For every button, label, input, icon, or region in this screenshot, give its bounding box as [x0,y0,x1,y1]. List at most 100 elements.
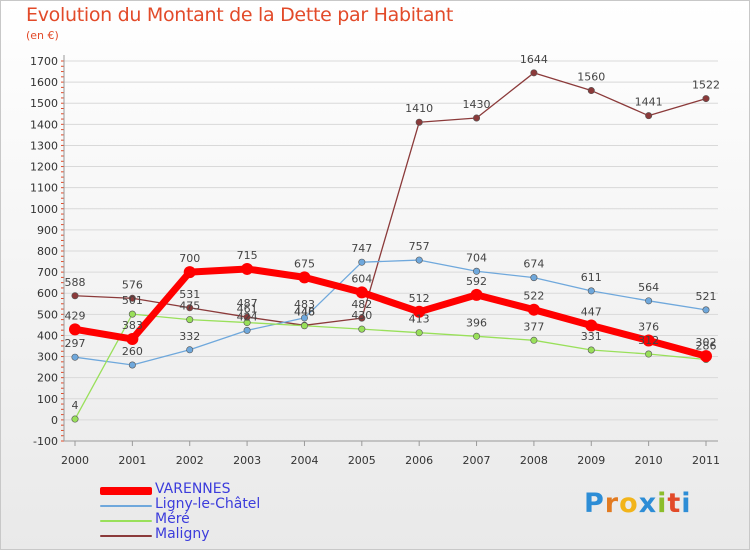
data-point [298,271,311,284]
data-label: 446 [294,306,315,319]
data-label: 1644 [520,53,548,66]
data-point [530,69,538,77]
data-label: 512 [409,292,430,305]
data-label: 675 [294,257,315,270]
data-label: 1441 [635,96,663,109]
data-point [355,286,368,299]
y-tick-label: 800 [37,245,58,258]
logo-letter: o [619,488,639,519]
y-tick-label: -100 [33,435,58,448]
data-label: 377 [523,320,544,333]
data-point [186,304,194,312]
chart-subtitle: (en €) [26,29,59,42]
data-point [642,334,655,347]
data-labels: 588 576 531 487 448 482 1410 1430 1644 1560 1441 15… [65,53,721,412]
y-tick-label: 400 [37,329,58,342]
data-point [530,336,538,344]
data-label: 576 [122,278,143,291]
y-tick-label: 500 [37,308,58,321]
x-tick-label: 2002 [176,454,204,467]
data-label: 297 [65,337,86,350]
data-label: 564 [638,281,659,294]
data-label: 522 [523,290,544,303]
y-tick-label: 1000 [30,203,58,216]
x-tick-label: 2008 [520,454,548,467]
data-label: 757 [409,240,430,253]
data-label: 487 [237,297,258,310]
x-tick-label: 2011 [692,454,720,467]
data-point [473,114,481,122]
data-point [473,332,481,340]
data-label: 475 [179,300,200,313]
y-tick-label: 300 [37,351,58,364]
series-line-3 [74,72,707,326]
data-point [702,306,710,314]
legend-label: Ligny-le-Châtel [155,496,261,512]
data-point [300,322,308,330]
data-label: 700 [179,252,200,265]
data-point [243,326,251,334]
data-point [413,305,426,318]
data-point [415,329,423,337]
data-point [645,112,653,120]
data-point [126,333,139,346]
y-tick-label: 1500 [30,97,58,110]
data-label: 447 [581,306,602,319]
data-label: 332 [179,330,200,343]
y-tick-label: 1200 [30,161,58,174]
logo-letter: i [657,488,668,519]
legend-swatch [100,520,152,522]
data-label: 424 [237,310,258,323]
y-tick-label: 100 [37,393,58,406]
series-line-2 [74,313,707,420]
data-point [470,288,483,301]
data-label: 715 [237,249,258,262]
data-label: 747 [351,242,372,255]
grid [64,60,718,442]
axes: -100 0 100 200 300 400 500 600 700 800 900 1000 1100… [30,55,720,467]
y-tick-label: 0 [51,414,58,427]
data-label: 521 [696,290,717,303]
y-tick-label: 1700 [30,55,58,68]
data-point [358,314,366,322]
y-tick-label: 900 [37,224,58,237]
series-layer [69,69,712,423]
data-point [527,303,540,316]
data-label: 312 [638,334,659,347]
x-tick-label: 2000 [61,454,89,467]
x-tick-label: 2009 [577,454,605,467]
data-label: 592 [466,275,487,288]
data-label: 302 [696,336,717,349]
proxiti-logo: Proxiti [584,488,692,519]
data-point [530,274,538,282]
data-label: 396 [466,316,487,329]
data-label: 4 [72,399,79,412]
data-point [358,258,366,266]
data-label: 376 [638,321,659,334]
data-point [186,346,194,354]
y-tick-label: 700 [37,266,58,279]
data-label: 461 [237,303,258,316]
data-point [128,361,136,369]
data-point [300,314,308,322]
data-point [128,310,136,318]
data-label: 704 [466,251,487,264]
data-point [645,350,653,358]
data-point [183,266,196,279]
y-tick-label: 1100 [30,182,58,195]
data-point [587,87,595,95]
data-label: 429 [65,309,86,322]
y-tick-label: 1600 [30,76,58,89]
legend-swatch [100,535,152,537]
x-tick-label: 2007 [463,454,491,467]
data-label: 501 [122,294,143,307]
y-tick-label: 1300 [30,139,58,152]
data-point [128,294,136,302]
series-line-1 [74,259,707,366]
data-point [587,287,595,295]
data-point [415,118,423,126]
data-point [243,319,251,327]
y-tick-label: 600 [37,287,58,300]
chart-title: Evolution du Montant de la Dette par Hab… [26,4,454,26]
legend-label: Méré [155,511,190,527]
